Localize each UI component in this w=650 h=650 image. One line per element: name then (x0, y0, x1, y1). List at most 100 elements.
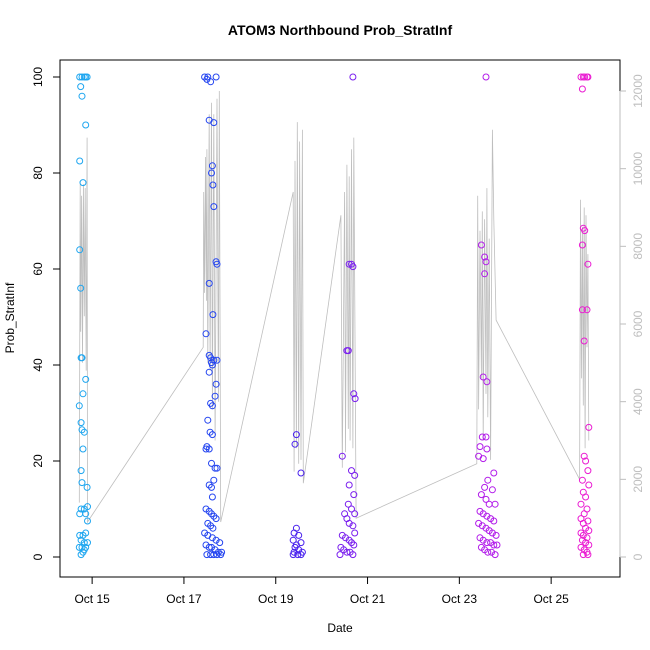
data-point (344, 500, 352, 508)
data-point (581, 73, 589, 81)
x-tick-label: Oct 17 (166, 592, 202, 606)
y-axis-right: 0 2000 4000 6000 8000 10000 12000 (619, 74, 645, 560)
data-point (476, 443, 484, 451)
data-point (483, 512, 491, 520)
series-6 (577, 73, 593, 559)
data-point (578, 306, 586, 314)
data-point (578, 476, 586, 484)
data-point (297, 551, 305, 559)
data-point (477, 491, 485, 499)
y2-tick-label: 6000 (631, 310, 645, 337)
data-point (203, 551, 211, 559)
data-point (210, 119, 218, 127)
data-point (348, 539, 355, 547)
data-point (79, 445, 87, 453)
data-point (580, 452, 588, 460)
data-point (578, 85, 586, 93)
data-point (78, 426, 86, 434)
data-point (213, 464, 221, 472)
data-point (297, 469, 305, 477)
data-point (579, 531, 587, 539)
data-point (584, 467, 592, 475)
x-tick-label: Oct 15 (74, 592, 110, 606)
data-point (212, 380, 220, 388)
y-axis-left: 0 20 40 60 80 100 (31, 67, 61, 560)
y-tick-label: 100 (31, 67, 45, 87)
data-point (479, 536, 487, 544)
data-point (578, 241, 586, 249)
data-point (478, 522, 486, 530)
data-point (493, 541, 501, 549)
data-point (205, 507, 213, 515)
data-point (345, 519, 353, 527)
y-axis-label: Prob_StratInf (3, 282, 17, 353)
data-point (350, 541, 358, 549)
data-point (205, 279, 213, 287)
data-point (77, 551, 85, 559)
data-point (343, 548, 351, 556)
data-point (208, 169, 215, 177)
data-point (485, 500, 493, 508)
plot-box (59, 59, 621, 578)
data-point (201, 73, 209, 81)
data-point (295, 531, 303, 539)
data-point (213, 551, 221, 559)
data-point (344, 347, 352, 355)
data-point (210, 356, 218, 364)
data-point (481, 483, 489, 491)
series-3 (289, 431, 306, 559)
series-2 (201, 73, 226, 559)
data-point (208, 459, 215, 467)
data-point (582, 493, 590, 501)
data-point (207, 522, 215, 530)
data-point (80, 546, 88, 554)
data-point (491, 551, 499, 559)
data-point (208, 534, 216, 542)
data-point (585, 541, 593, 549)
data-point (205, 481, 213, 489)
data-point (475, 519, 483, 527)
data-point (76, 246, 84, 254)
data-point (484, 476, 492, 484)
data-point (348, 505, 355, 513)
data-point (213, 260, 221, 268)
data-point (491, 500, 499, 508)
data-point (208, 431, 216, 439)
data-point (203, 75, 211, 83)
data-point (212, 515, 220, 523)
data-point (488, 548, 495, 556)
data-point (585, 527, 593, 535)
y-tick-label: 80 (31, 166, 45, 180)
data-point (82, 121, 90, 129)
y2-tick-label: 0 (631, 553, 645, 560)
data-point (583, 306, 591, 314)
series-1 (75, 73, 91, 559)
data-point (585, 423, 593, 431)
x-tick-label: Oct 23 (442, 592, 478, 606)
data-point (79, 390, 87, 398)
data-point (289, 551, 297, 559)
data-point (79, 179, 87, 187)
y2-tick-label: 12000 (631, 74, 645, 108)
y2-tick-label: 10000 (631, 152, 645, 186)
data-point (349, 73, 357, 81)
data-point (483, 445, 491, 453)
data-point (209, 311, 217, 319)
series-5 (475, 73, 501, 559)
data-point (482, 495, 490, 503)
data-point (211, 392, 219, 400)
data-point (338, 452, 346, 460)
data-point (482, 258, 490, 266)
data-point (345, 536, 353, 544)
data-point (209, 524, 217, 532)
x-tick-label: Oct 19 (258, 592, 294, 606)
data-point (210, 512, 218, 520)
data-point (483, 539, 491, 547)
y2-tick-label: 2000 (631, 466, 645, 493)
altitude-line (78, 90, 590, 524)
data-point (217, 551, 225, 559)
data-point (484, 548, 492, 556)
data-point (492, 531, 500, 539)
data-point (84, 517, 91, 525)
data-point (82, 510, 90, 518)
